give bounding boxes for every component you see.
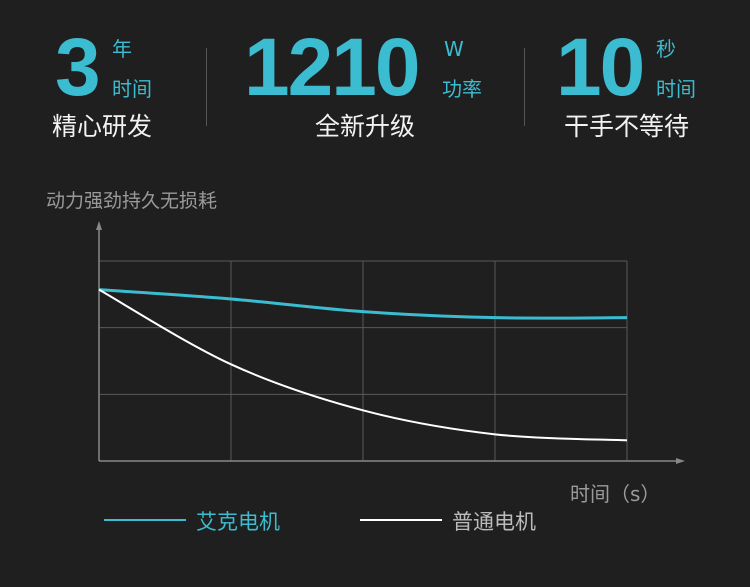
legend-swatch-ordinary [360, 519, 442, 521]
stat-years-value: 3 [55, 22, 101, 113]
stat-time-sub: 时间 [656, 77, 696, 101]
stat-power-value: 1210 [244, 22, 420, 113]
x-axis-title: 时间（s） [570, 482, 661, 506]
series-line-aike [98, 288, 628, 320]
stat-years-sub: 时间 [112, 77, 152, 101]
x-axis-arrow [676, 458, 685, 464]
stat-time-value: 10 [556, 22, 645, 113]
legend-label-ordinary: 普通电机 [452, 510, 536, 534]
stat-power-sub: 功率 [442, 77, 482, 101]
y-axis-title: 动力强劲持久无损耗 [46, 190, 218, 212]
legend-swatch-aike [104, 519, 186, 521]
stat-power-caption: 全新升级 [315, 112, 416, 141]
legend-label-aike: 艾克电机 [196, 510, 280, 534]
stat-time-caption: 干手不等待 [564, 112, 690, 141]
stat-time-unit: 秒 [656, 37, 676, 61]
series-line-ordinary [98, 288, 628, 442]
stat-years-unit: 年 [112, 37, 132, 61]
stat-power-unit: W [444, 37, 464, 61]
y-axis-arrow [96, 221, 102, 230]
divider [524, 48, 525, 126]
stat-years-caption: 精心研发 [52, 112, 153, 141]
divider [206, 48, 207, 126]
